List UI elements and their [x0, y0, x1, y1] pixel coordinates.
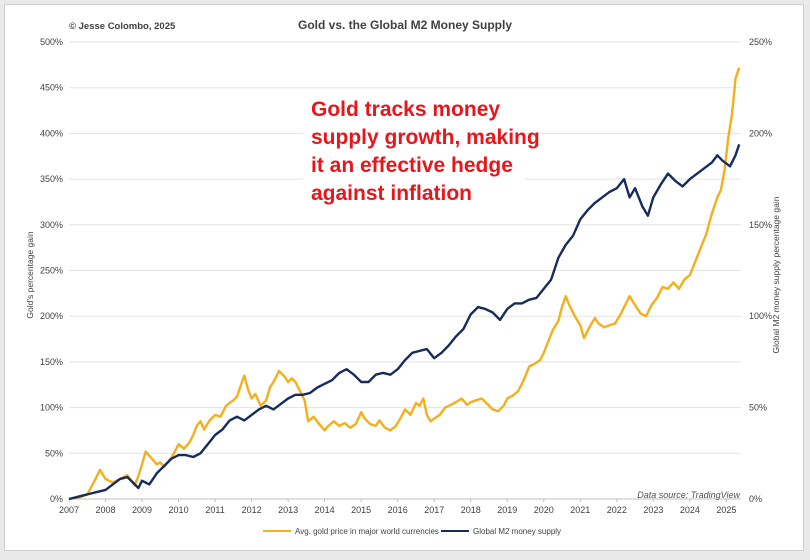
x-tick-label: 2019 [497, 505, 517, 515]
left-axis-title: Gold's percentage gain [25, 231, 35, 318]
x-tick-label: 2018 [461, 505, 481, 515]
right-tick-label: 250% [749, 37, 772, 47]
x-tick-label: 2010 [169, 505, 189, 515]
x-tick-label: 2017 [424, 505, 444, 515]
x-tick-label: 2021 [570, 505, 590, 515]
left-tick-label: 300% [40, 220, 63, 230]
x-axis-ticks: 2007 2008 2009 2010 2011 2012 2013 2014 2015 2016… [59, 499, 736, 515]
x-tick-label: 2012 [242, 505, 262, 515]
right-y-axis-ticks: 0% 50% 100% 150% 200% 250% [749, 37, 772, 504]
gold-price-line [68, 67, 741, 501]
left-tick-label: 400% [40, 128, 63, 138]
left-tick-label: 0% [50, 494, 63, 504]
left-tick-label: 350% [40, 174, 63, 184]
x-tick-label: 2007 [59, 505, 79, 515]
copyright-text: © Jesse Colombo, 2025 [69, 21, 176, 32]
right-tick-label: 0% [749, 494, 762, 504]
x-tick-label: 2020 [534, 505, 554, 515]
left-tick-label: 200% [40, 311, 63, 321]
chart-title: Gold vs. the Global M2 Money Supply [298, 18, 512, 32]
chart-frame: © Jesse Colombo, 2025 Gold vs. the Globa… [4, 4, 804, 551]
x-tick-label: 2008 [96, 505, 116, 515]
left-tick-label: 450% [40, 83, 63, 93]
x-tick-label: 2022 [607, 505, 627, 515]
legend-m2-label: Global M2 money supply [473, 527, 561, 536]
annotation-line-2: supply growth, making [311, 126, 540, 149]
x-tick-label: 2024 [680, 505, 700, 515]
right-tick-label: 100% [749, 311, 772, 321]
annotation-line-4: against inflation [311, 182, 472, 205]
x-tick-label: 2025 [716, 505, 736, 515]
left-tick-label: 150% [40, 357, 63, 367]
left-tick-label: 250% [40, 266, 63, 276]
chart-svg: © Jesse Colombo, 2025 Gold vs. the Globa… [25, 18, 781, 536]
x-tick-label: 2013 [278, 505, 298, 515]
x-tick-label: 2009 [132, 505, 152, 515]
right-tick-label: 150% [749, 220, 772, 230]
x-tick-label: 2015 [351, 505, 371, 515]
x-tick-label: 2011 [205, 505, 224, 515]
annotation-background [303, 91, 525, 203]
x-tick-label: 2023 [643, 505, 663, 515]
right-tick-label: 200% [749, 128, 772, 138]
left-tick-label: 50% [45, 448, 63, 458]
x-tick-label: 2014 [315, 505, 335, 515]
global-m2-line [68, 144, 741, 501]
left-tick-label: 500% [40, 37, 63, 47]
right-axis-title: Global M2 money supply percentage gain [771, 196, 781, 353]
x-tick-label: 2016 [388, 505, 408, 515]
series-lines [68, 67, 741, 501]
legend-gold-label: Avg. gold price in major world currencie… [295, 527, 439, 536]
annotation-line-3: it an effective hedge [311, 154, 513, 177]
annotation-line-1: Gold tracks money [311, 98, 500, 121]
data-source-text: Data source: TradingView [637, 490, 740, 500]
left-y-axis-ticks: 0% 50% 100% 150% 200% 250% 300% 350% 400% 450% 500… [40, 37, 63, 504]
right-tick-label: 50% [749, 403, 767, 413]
left-tick-label: 100% [40, 403, 63, 413]
legend: Avg. gold price in major world currencie… [263, 527, 561, 536]
